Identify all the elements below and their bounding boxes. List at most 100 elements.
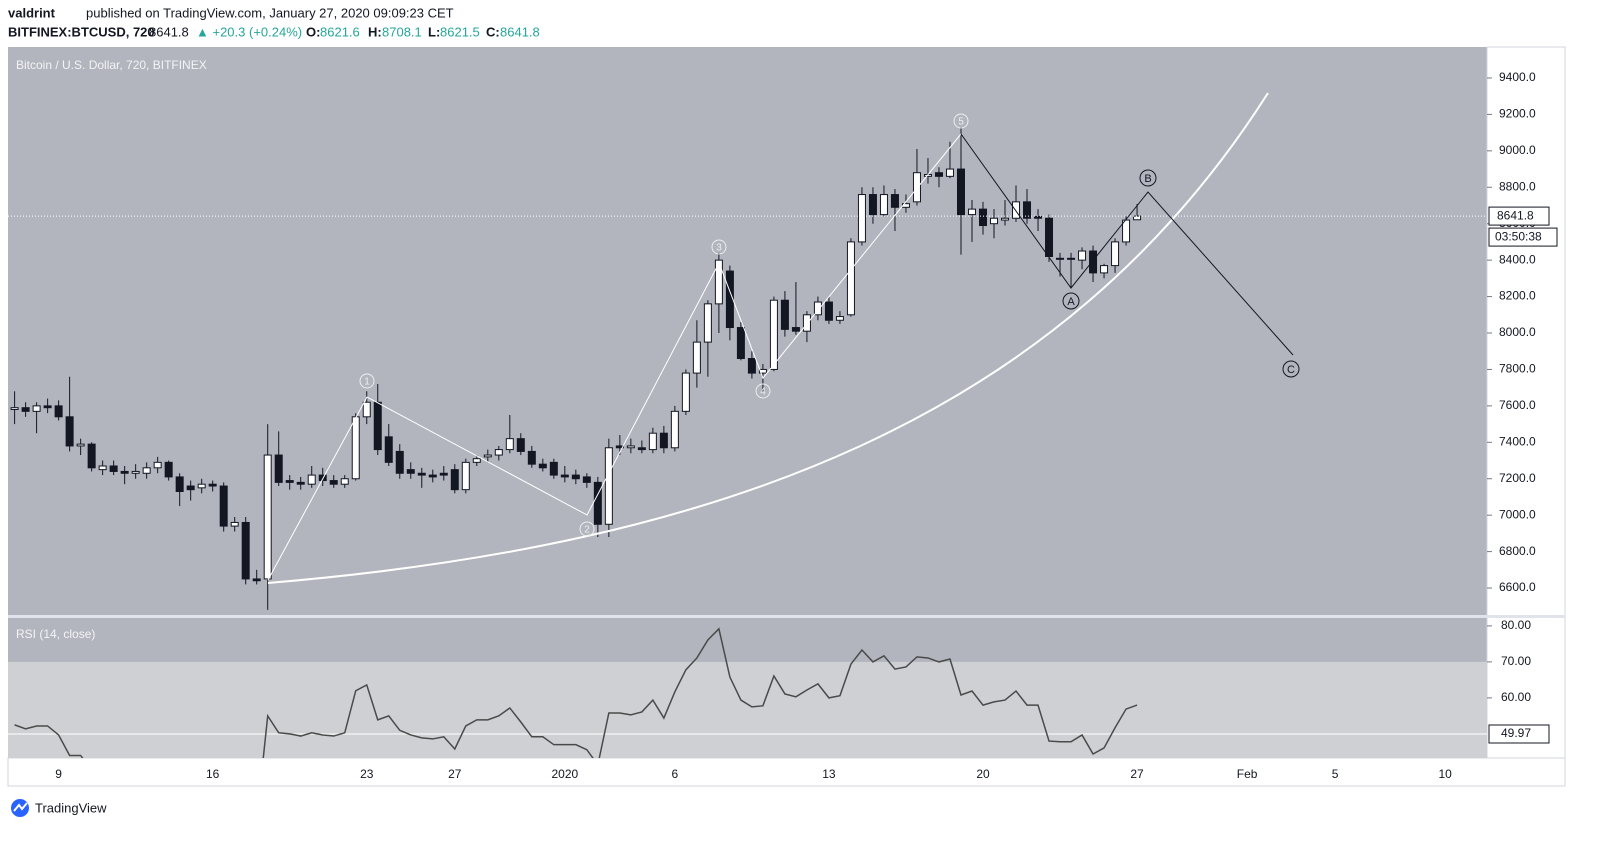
candle-body bbox=[780, 299, 789, 330]
candle-body bbox=[252, 578, 261, 582]
candle-body bbox=[527, 450, 536, 465]
y-tick-label: 8400.0 bbox=[1499, 252, 1536, 266]
candle-body bbox=[890, 194, 899, 208]
candle-body bbox=[164, 461, 173, 478]
candle-body bbox=[472, 458, 481, 463]
rsi-tick-label: 60.00 bbox=[1501, 690, 1531, 704]
candle-body bbox=[582, 476, 591, 483]
candle-body bbox=[516, 438, 525, 452]
main-plot: 1 2 3 4 5 A B C bbox=[8, 92, 1487, 610]
wave-label: 2 bbox=[584, 525, 590, 536]
wave-marker bbox=[755, 383, 771, 399]
candle-body bbox=[659, 432, 668, 449]
candle-body bbox=[1023, 201, 1032, 219]
correction-marker bbox=[1062, 292, 1080, 310]
candle-body bbox=[417, 472, 426, 476]
candle-body bbox=[87, 443, 96, 469]
rsi-title: RSI (14, close) bbox=[16, 627, 95, 641]
candle-body bbox=[439, 472, 448, 476]
correction-label: C bbox=[1287, 364, 1295, 376]
candle-body bbox=[197, 483, 206, 489]
candle-body bbox=[703, 303, 712, 343]
candle-body bbox=[560, 474, 569, 478]
candle-body bbox=[626, 445, 635, 449]
candle-body bbox=[32, 405, 41, 412]
published: published on TradingView.com, January 27… bbox=[86, 5, 454, 20]
candle-body bbox=[230, 521, 239, 527]
y-tick-label: 7800.0 bbox=[1499, 362, 1536, 376]
wave-label: 5 bbox=[958, 117, 964, 128]
candle-body bbox=[120, 470, 129, 474]
candle-body bbox=[1045, 217, 1054, 257]
change: ▲ +20.3 (+0.24%) bbox=[196, 24, 302, 39]
y-tick-label: 8200.0 bbox=[1499, 289, 1536, 303]
wave-label: 1 bbox=[364, 377, 370, 388]
candle-body bbox=[571, 474, 580, 480]
candle-body bbox=[813, 301, 822, 316]
candle-body bbox=[769, 299, 778, 370]
candle-body bbox=[1122, 219, 1131, 243]
candle-body bbox=[241, 521, 250, 580]
candle-body bbox=[186, 485, 195, 491]
candle-body bbox=[54, 405, 63, 418]
x-tick-label: 2020 bbox=[551, 767, 578, 781]
candle-body bbox=[549, 461, 558, 476]
countdown-label: 03:50:38 bbox=[1495, 229, 1542, 243]
rsi-tick-label: 80.00 bbox=[1501, 618, 1531, 632]
candle-body bbox=[835, 316, 844, 321]
x-tick-label: 6 bbox=[672, 767, 679, 781]
candle-body bbox=[1133, 215, 1142, 221]
candle-body bbox=[846, 241, 855, 316]
price-axis bbox=[1486, 46, 1566, 759]
candle-body bbox=[428, 474, 437, 478]
candle-body bbox=[1089, 250, 1098, 274]
candle-body bbox=[296, 481, 305, 485]
l-value: 8621.5 bbox=[440, 24, 480, 39]
h-label: H: bbox=[368, 24, 382, 39]
wave-marker bbox=[579, 521, 595, 537]
candle-body bbox=[483, 454, 492, 458]
candle-body bbox=[142, 467, 151, 474]
candle-body bbox=[219, 485, 228, 527]
candle-body bbox=[945, 168, 954, 177]
candle-body bbox=[857, 194, 866, 243]
candle-body bbox=[824, 301, 833, 321]
x-tick-label: 10 bbox=[1439, 767, 1453, 781]
correction-label: B bbox=[1144, 173, 1151, 185]
candle-body bbox=[978, 208, 987, 227]
c-value: 8641.8 bbox=[500, 24, 540, 39]
last: 8641.8 bbox=[149, 24, 189, 39]
candle-body bbox=[714, 259, 723, 305]
candle-body bbox=[604, 447, 613, 525]
wave-label: 3 bbox=[716, 243, 722, 254]
rsi-band bbox=[8, 661, 1487, 758]
x-tick-label: 27 bbox=[1130, 767, 1144, 781]
candle-body bbox=[1111, 241, 1120, 267]
author[interactable]: valdrint bbox=[8, 5, 56, 20]
candle-body bbox=[263, 454, 272, 580]
correction-marker bbox=[1139, 169, 1157, 187]
candle-body bbox=[1067, 257, 1076, 260]
y-tick-label: 7400.0 bbox=[1499, 434, 1536, 448]
candle-body bbox=[681, 372, 690, 412]
y-tick-label: 7200.0 bbox=[1499, 471, 1536, 485]
candle-body bbox=[758, 368, 767, 374]
candle-body bbox=[967, 208, 976, 216]
y-tick-label: 6800.0 bbox=[1499, 544, 1536, 558]
l-label: L: bbox=[428, 24, 440, 39]
candle-body bbox=[1100, 265, 1109, 274]
candle-body bbox=[868, 194, 877, 216]
growth-curve bbox=[267, 92, 1269, 584]
candle-body bbox=[373, 401, 382, 451]
wave-marker bbox=[953, 113, 969, 129]
x-tick-label: Feb bbox=[1237, 767, 1258, 781]
y-tick-label: 9400.0 bbox=[1499, 70, 1536, 84]
x-tick-label: 13 bbox=[822, 767, 836, 781]
countdown-box bbox=[1488, 227, 1558, 247]
y-tick-label: 7000.0 bbox=[1499, 507, 1536, 521]
candle-body bbox=[109, 465, 118, 472]
rsi-marker-box bbox=[1488, 724, 1550, 744]
candle-body bbox=[65, 416, 74, 447]
